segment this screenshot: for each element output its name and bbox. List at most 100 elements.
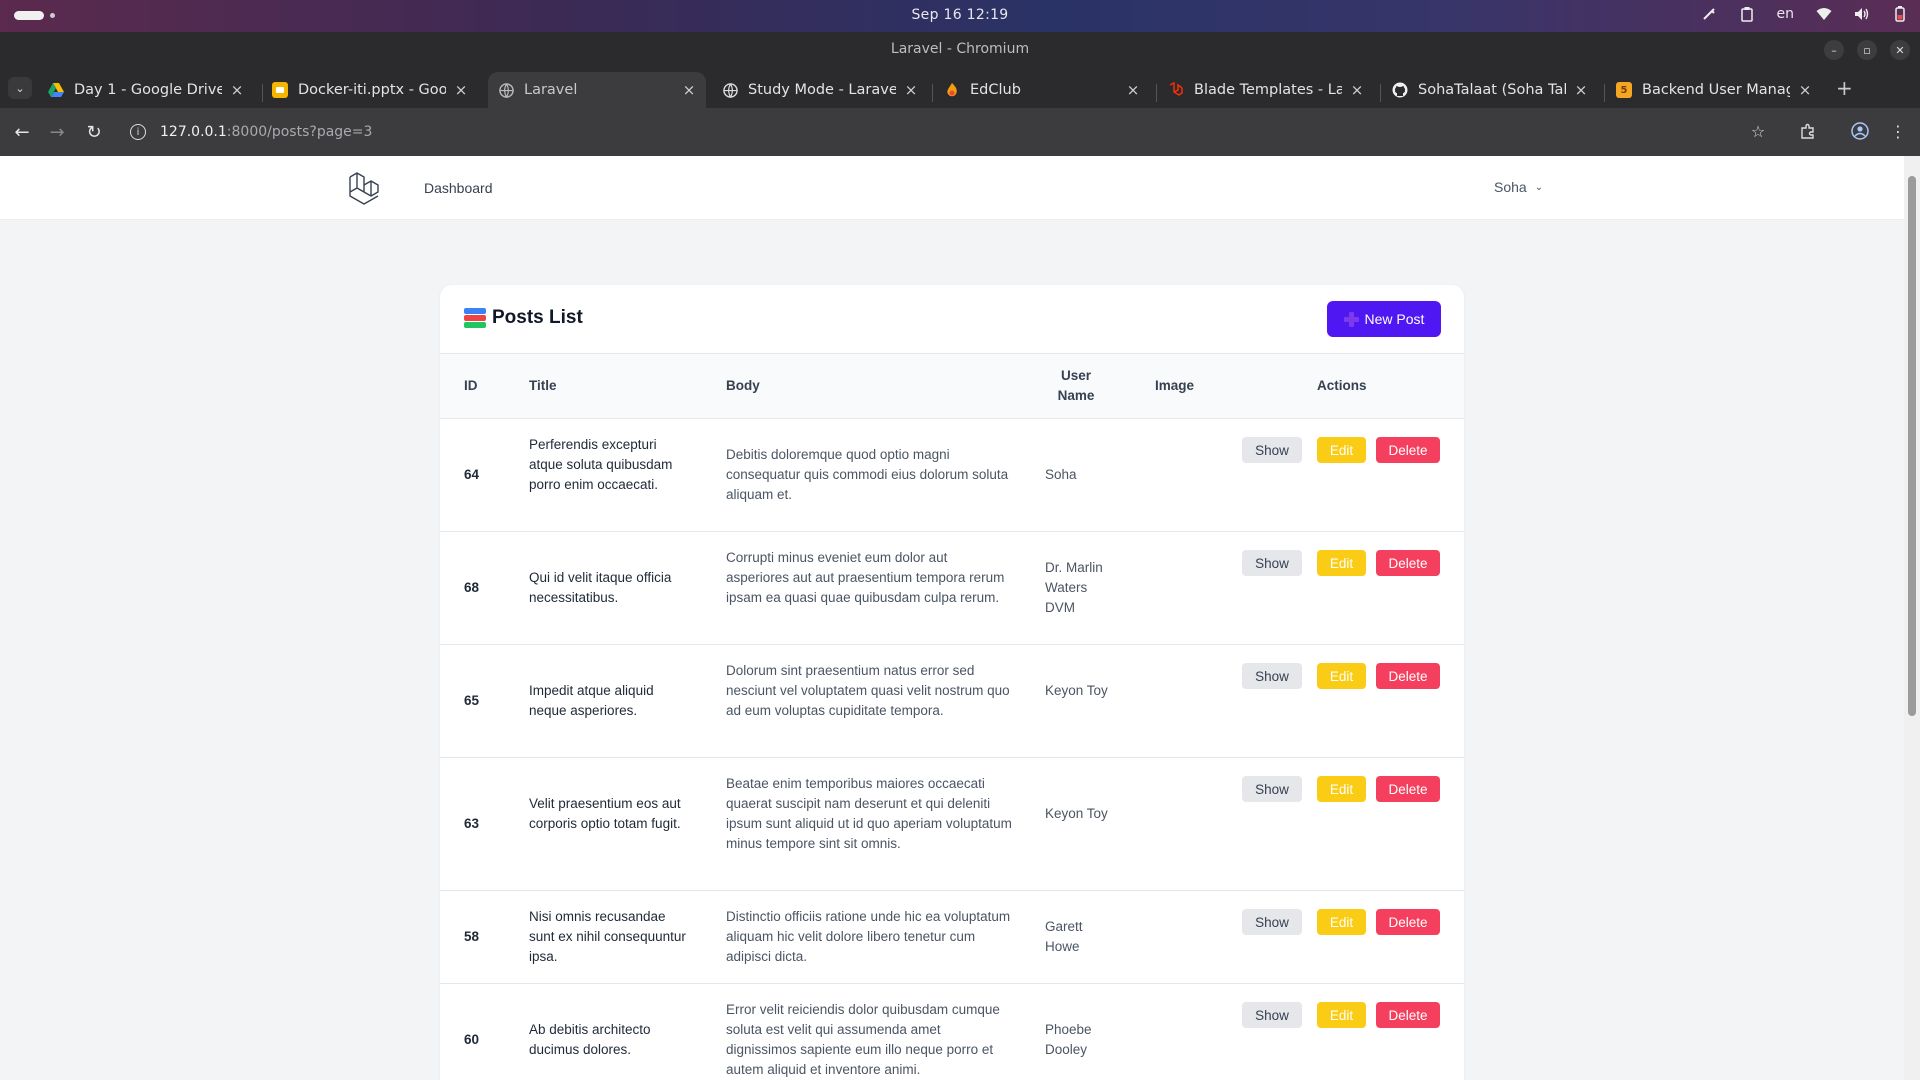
post-title: Velit praesentium eos aut corporis optio…	[529, 796, 681, 831]
show-button[interactable]: Show	[1242, 550, 1302, 576]
globe-icon	[498, 82, 514, 98]
post-user: Keyon Toy	[1045, 806, 1108, 821]
table-row: 58 Nisi omnis recusandae sunt ex nihil c…	[440, 891, 1464, 984]
post-user: Keyon Toy	[1045, 683, 1108, 698]
tab-laravel[interactable]: Laravel ×	[488, 72, 706, 108]
github-icon	[1392, 82, 1408, 98]
post-title: Nisi omnis recusandae sunt ex nihil cons…	[529, 909, 686, 964]
tab-blade-templates[interactable]: Blade Templates - Lara ×	[1158, 72, 1374, 108]
show-button[interactable]: Show	[1242, 663, 1302, 689]
globe-icon	[722, 82, 738, 98]
table-row: 64 Perferendis excepturi atque soluta qu…	[440, 419, 1464, 532]
post-user: Phoebe Dooley	[1045, 1022, 1092, 1057]
post-body: Distinctio officiis ratione unde hic ea …	[726, 909, 1011, 964]
close-tab-icon[interactable]: ×	[1574, 81, 1588, 99]
close-tab-icon[interactable]: ×	[682, 81, 696, 99]
show-button[interactable]: Show	[1242, 909, 1302, 935]
header-title: Title	[529, 378, 557, 393]
close-tab-icon[interactable]: ×	[1798, 81, 1812, 99]
close-tab-icon[interactable]: ×	[454, 81, 468, 99]
edit-button[interactable]: Edit	[1317, 663, 1366, 689]
window-title-bar[interactable]: Laravel - Chromium – ▫ ✕	[0, 32, 1920, 68]
delete-button[interactable]: Delete	[1376, 550, 1440, 576]
show-button[interactable]: Show	[1242, 776, 1302, 802]
os-clock[interactable]: Sep 16 12:19	[911, 7, 1009, 23]
posts-list-heading: Posts List	[492, 307, 583, 328]
window-title: Laravel - Chromium	[890, 41, 1030, 57]
back-icon[interactable]: ←	[14, 121, 30, 143]
activities-indicator[interactable]	[14, 11, 44, 20]
delete-button[interactable]: Delete	[1376, 776, 1440, 802]
tab-search-icon[interactable]: ⌄	[8, 77, 32, 99]
close-tab-icon[interactable]: ×	[904, 81, 918, 99]
reload-icon[interactable]: ↻	[86, 121, 102, 143]
site-info-icon[interactable]: i	[130, 124, 146, 140]
show-button[interactable]: Show	[1242, 1002, 1302, 1028]
profile-icon[interactable]	[1849, 120, 1871, 142]
delete-button[interactable]: Delete	[1376, 663, 1440, 689]
google-drive-icon	[48, 82, 64, 98]
tab-study-mode[interactable]: Study Mode - Laravel d ×	[712, 72, 928, 108]
post-id: 65	[464, 693, 480, 708]
post-id: 64	[464, 467, 480, 482]
close-tab-icon[interactable]: ×	[1350, 81, 1364, 99]
nav-dashboard-link[interactable]: Dashboard	[424, 180, 493, 196]
tab-edclub[interactable]: EdClub ×	[934, 72, 1150, 108]
restore-icon[interactable]: ▫	[1857, 40, 1877, 60]
edit-button[interactable]: Edit	[1317, 1002, 1366, 1028]
chevron-down-icon: ⌄	[1534, 181, 1544, 193]
tab-docker-slides[interactable]: Docker-iti.pptx - Googl ×	[262, 72, 478, 108]
show-button[interactable]: Show	[1242, 437, 1302, 463]
clipboard-icon[interactable]	[1739, 6, 1755, 22]
extensions-icon[interactable]	[1797, 120, 1819, 142]
volume-icon[interactable]	[1854, 6, 1870, 22]
post-user: Soha	[1045, 467, 1077, 482]
workspace-dot	[50, 13, 55, 18]
new-post-button[interactable]: New Post	[1327, 301, 1441, 337]
page-scrollbar[interactable]	[1904, 156, 1920, 1080]
edit-button[interactable]: Edit	[1317, 776, 1366, 802]
minimize-icon[interactable]: –	[1824, 40, 1844, 60]
user-dropdown[interactable]: Soha ⌄	[1494, 179, 1543, 195]
card-header: Posts List New Post	[440, 285, 1464, 354]
post-user: Dr. Marlin Waters DVM	[1045, 560, 1103, 615]
url-path: :8000/posts?page=3	[226, 124, 373, 140]
posts-card: Posts List New Post ID Title Body User N…	[440, 285, 1464, 1080]
tab-strip: ⌄ Day 1 - Google Drive × Docker-iti.pptx…	[0, 68, 1920, 108]
address-bar[interactable]: i 127.0.0.1:8000/posts?page=3	[120, 115, 1760, 149]
close-tab-icon[interactable]: ×	[230, 81, 244, 99]
edclub-icon	[944, 82, 960, 98]
post-title: Perferendis excepturi atque soluta quibu…	[529, 437, 673, 492]
delete-button[interactable]: Delete	[1376, 1002, 1440, 1028]
plus-icon	[1343, 311, 1359, 327]
language-indicator[interactable]: en	[1776, 6, 1795, 22]
html5-icon: 5	[1616, 82, 1632, 98]
os-top-bar: Sep 16 12:19 en	[0, 0, 1920, 32]
bookmark-star-icon[interactable]: ☆	[1750, 121, 1766, 141]
table-row: 65 Impedit atque aliquid neque asperiore…	[440, 645, 1464, 758]
scrollbar-thumb[interactable]	[1908, 176, 1916, 716]
edit-button[interactable]: Edit	[1317, 550, 1366, 576]
tab-google-drive[interactable]: Day 1 - Google Drive ×	[38, 72, 254, 108]
books-icon	[464, 308, 486, 328]
os-status-area[interactable]: en	[1701, 6, 1909, 22]
toolbar: ← → ↻ i 127.0.0.1:8000/posts?page=3 ☆ ⋮	[0, 108, 1920, 156]
tab-backend-user-management[interactable]: 5 Backend User Manage ×	[1606, 72, 1822, 108]
laravel-icon	[1168, 82, 1184, 98]
user-name: Soha	[1494, 179, 1527, 195]
delete-button[interactable]: Delete	[1376, 909, 1440, 935]
delete-button[interactable]: Delete	[1376, 437, 1440, 463]
close-window-icon[interactable]: ✕	[1890, 40, 1910, 60]
new-tab-icon[interactable]: +	[1836, 76, 1853, 100]
forward-icon[interactable]: →	[49, 121, 65, 143]
edit-button[interactable]: Edit	[1317, 437, 1366, 463]
laravel-logo-icon[interactable]	[347, 170, 383, 206]
close-tab-icon[interactable]: ×	[1126, 81, 1140, 99]
battery-icon[interactable]	[1892, 6, 1908, 22]
pen-icon[interactable]	[1701, 6, 1717, 22]
wifi-icon[interactable]	[1816, 6, 1832, 22]
edit-button[interactable]: Edit	[1317, 909, 1366, 935]
post-title: Ab debitis architecto ducimus dolores.	[529, 1022, 651, 1057]
tab-github-profile[interactable]: SohaTalaat (Soha Talaa ×	[1382, 72, 1598, 108]
browser-menu-icon[interactable]: ⋮	[1890, 121, 1906, 141]
